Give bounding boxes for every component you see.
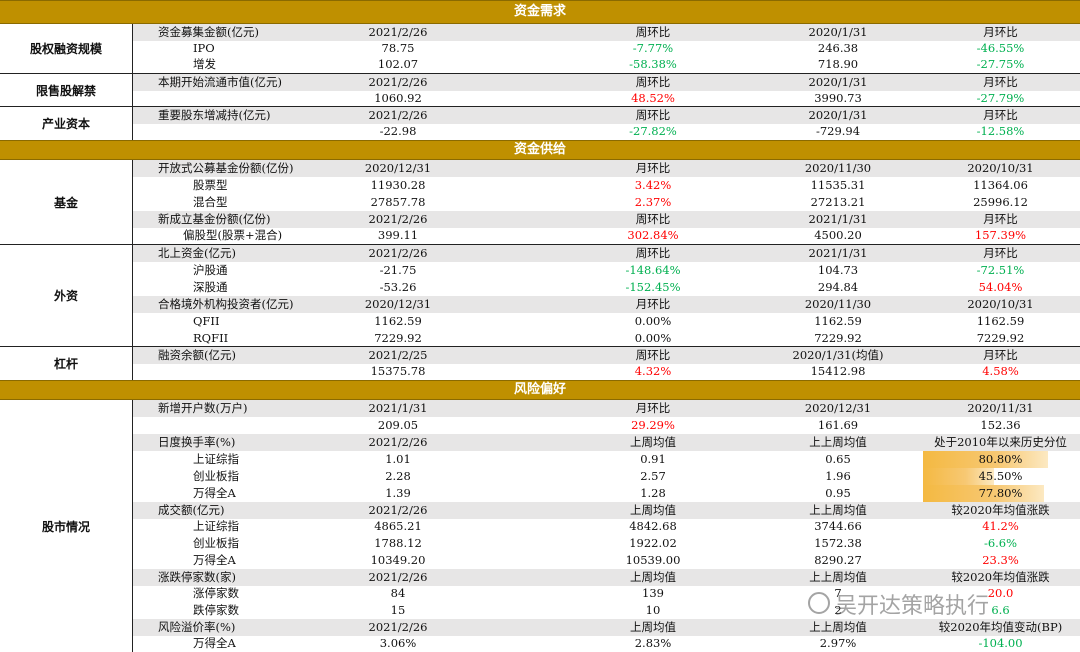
group-lockup: 限售股解禁: [0, 74, 133, 106]
table-row: 万得全A 3.06% 2.83% 2.97% -104.00: [133, 635, 1080, 652]
table-row: 偏股型(股票+混合) 399.11 302.84% 4500.20 157.39%: [133, 227, 1080, 244]
table-row: 新增开户数(万户) 2021/1/31 月环比 2020/12/31 2020/11/3…: [133, 400, 1080, 417]
table-row: 重要股东增减持(亿元) 2021/2/26 周环比 2020/1/31 月环比: [133, 107, 1080, 124]
table-row: 资金募集金额(亿元) 2021/2/26 周环比 2020/1/31 月环比: [133, 24, 1080, 41]
table-row: 新成立基金份额(亿份) 2021/2/26 周环比 2021/1/31 月环比: [133, 211, 1080, 228]
table-row: -22.98 -27.82% -729.94 -12.58%: [133, 123, 1080, 140]
group-foreign: 外资: [0, 245, 133, 346]
table-row: 本期开始流通市值(亿元) 2021/2/26 周环比 2020/1/31 月环比: [133, 74, 1080, 91]
table-row: 日度换手率(%) 2021/2/26 上周均值 上上周均值 处于2010年以来历史分位: [133, 434, 1080, 451]
wechat-icon: [808, 592, 830, 614]
table-row: 上证综指 1.01 0.91 0.65 80.80%: [133, 451, 1080, 468]
group-leverage: 杠杆: [0, 347, 133, 380]
group-fund: 基金: [0, 160, 133, 244]
table-row: 融资余额(亿元) 2021/2/25 周环比 2020/1/31(均值) 月环比: [133, 347, 1080, 364]
table-row: 涨跌停家数(家) 2021/2/26 上周均值 上上周均值 较2020年均值涨跌: [133, 569, 1080, 586]
table-row: 万得全A 10349.20 10539.00 8290.27 23.3%: [133, 552, 1080, 569]
table-row: 北上资金(亿元) 2021/2/26 周环比 2021/1/31 月环比: [133, 245, 1080, 262]
group-equity-financing: 股权融资规模: [0, 24, 133, 73]
table-row: 合格境外机构投资者(亿元) 2020/12/31 月环比 2020/11/30 2020…: [133, 296, 1080, 313]
table-row: IPO 78.75 -7.77% 246.38 -46.55%: [133, 40, 1080, 57]
table-row: 深股通 -53.26 -152.45% 294.84 54.04%: [133, 279, 1080, 296]
table-row: 成交额(亿元) 2021/2/26 上周均值 上上周均值 较2020年均值涨跌: [133, 502, 1080, 519]
table-row: 万得全A 1.39 1.28 0.95 77.80%: [133, 485, 1080, 502]
table-row: 开放式公募基金份额(亿份) 2020/12/31 月环比 2020/11/30 2020…: [133, 160, 1080, 177]
group-industrial-capital: 产业资本: [0, 107, 133, 140]
table-row: 1060.92 48.52% 3990.73 -27.79%: [133, 90, 1080, 107]
table-row: QFII 1162.59 0.00% 1162.59 1162.59: [133, 313, 1080, 330]
table-row: RQFII 7229.92 0.00% 7229.92 7229.92: [133, 330, 1080, 347]
table-row: 15375.78 4.32% 15412.98 4.58%: [133, 363, 1080, 380]
table-row: 上证综指 4865.21 4842.68 3744.66 41.2%: [133, 518, 1080, 535]
section-band-supply: 资金供给: [0, 140, 1080, 160]
table-row: 增发 102.07 -58.38% 718.90 -27.75%: [133, 56, 1080, 73]
table-row: 209.05 29.29% 161.69 152.36: [133, 417, 1080, 434]
table-row: 创业板指 1788.12 1922.02 1572.38 -6.6%: [133, 535, 1080, 552]
table-row: 创业板指 2.28 2.57 1.96 45.50%: [133, 468, 1080, 485]
section-band-risk: 风险偏好: [0, 380, 1080, 400]
table-row: 风险溢价率(%) 2021/2/26 上周均值 上上周均值 较2020年均值变动(BP): [133, 619, 1080, 636]
table-row: 混合型 27857.78 2.37% 27213.21 25996.12: [133, 194, 1080, 211]
table-row: 股票型 11930.28 3.42% 11535.31 11364.06: [133, 177, 1080, 194]
table-row: 沪股通 -21.75 -148.64% 104.73 -72.51%: [133, 262, 1080, 279]
section-band-demand: 资金需求: [0, 0, 1080, 24]
group-stock-market: 股市情况: [0, 400, 133, 652]
watermark: 吴开达策略执行: [835, 588, 989, 620]
